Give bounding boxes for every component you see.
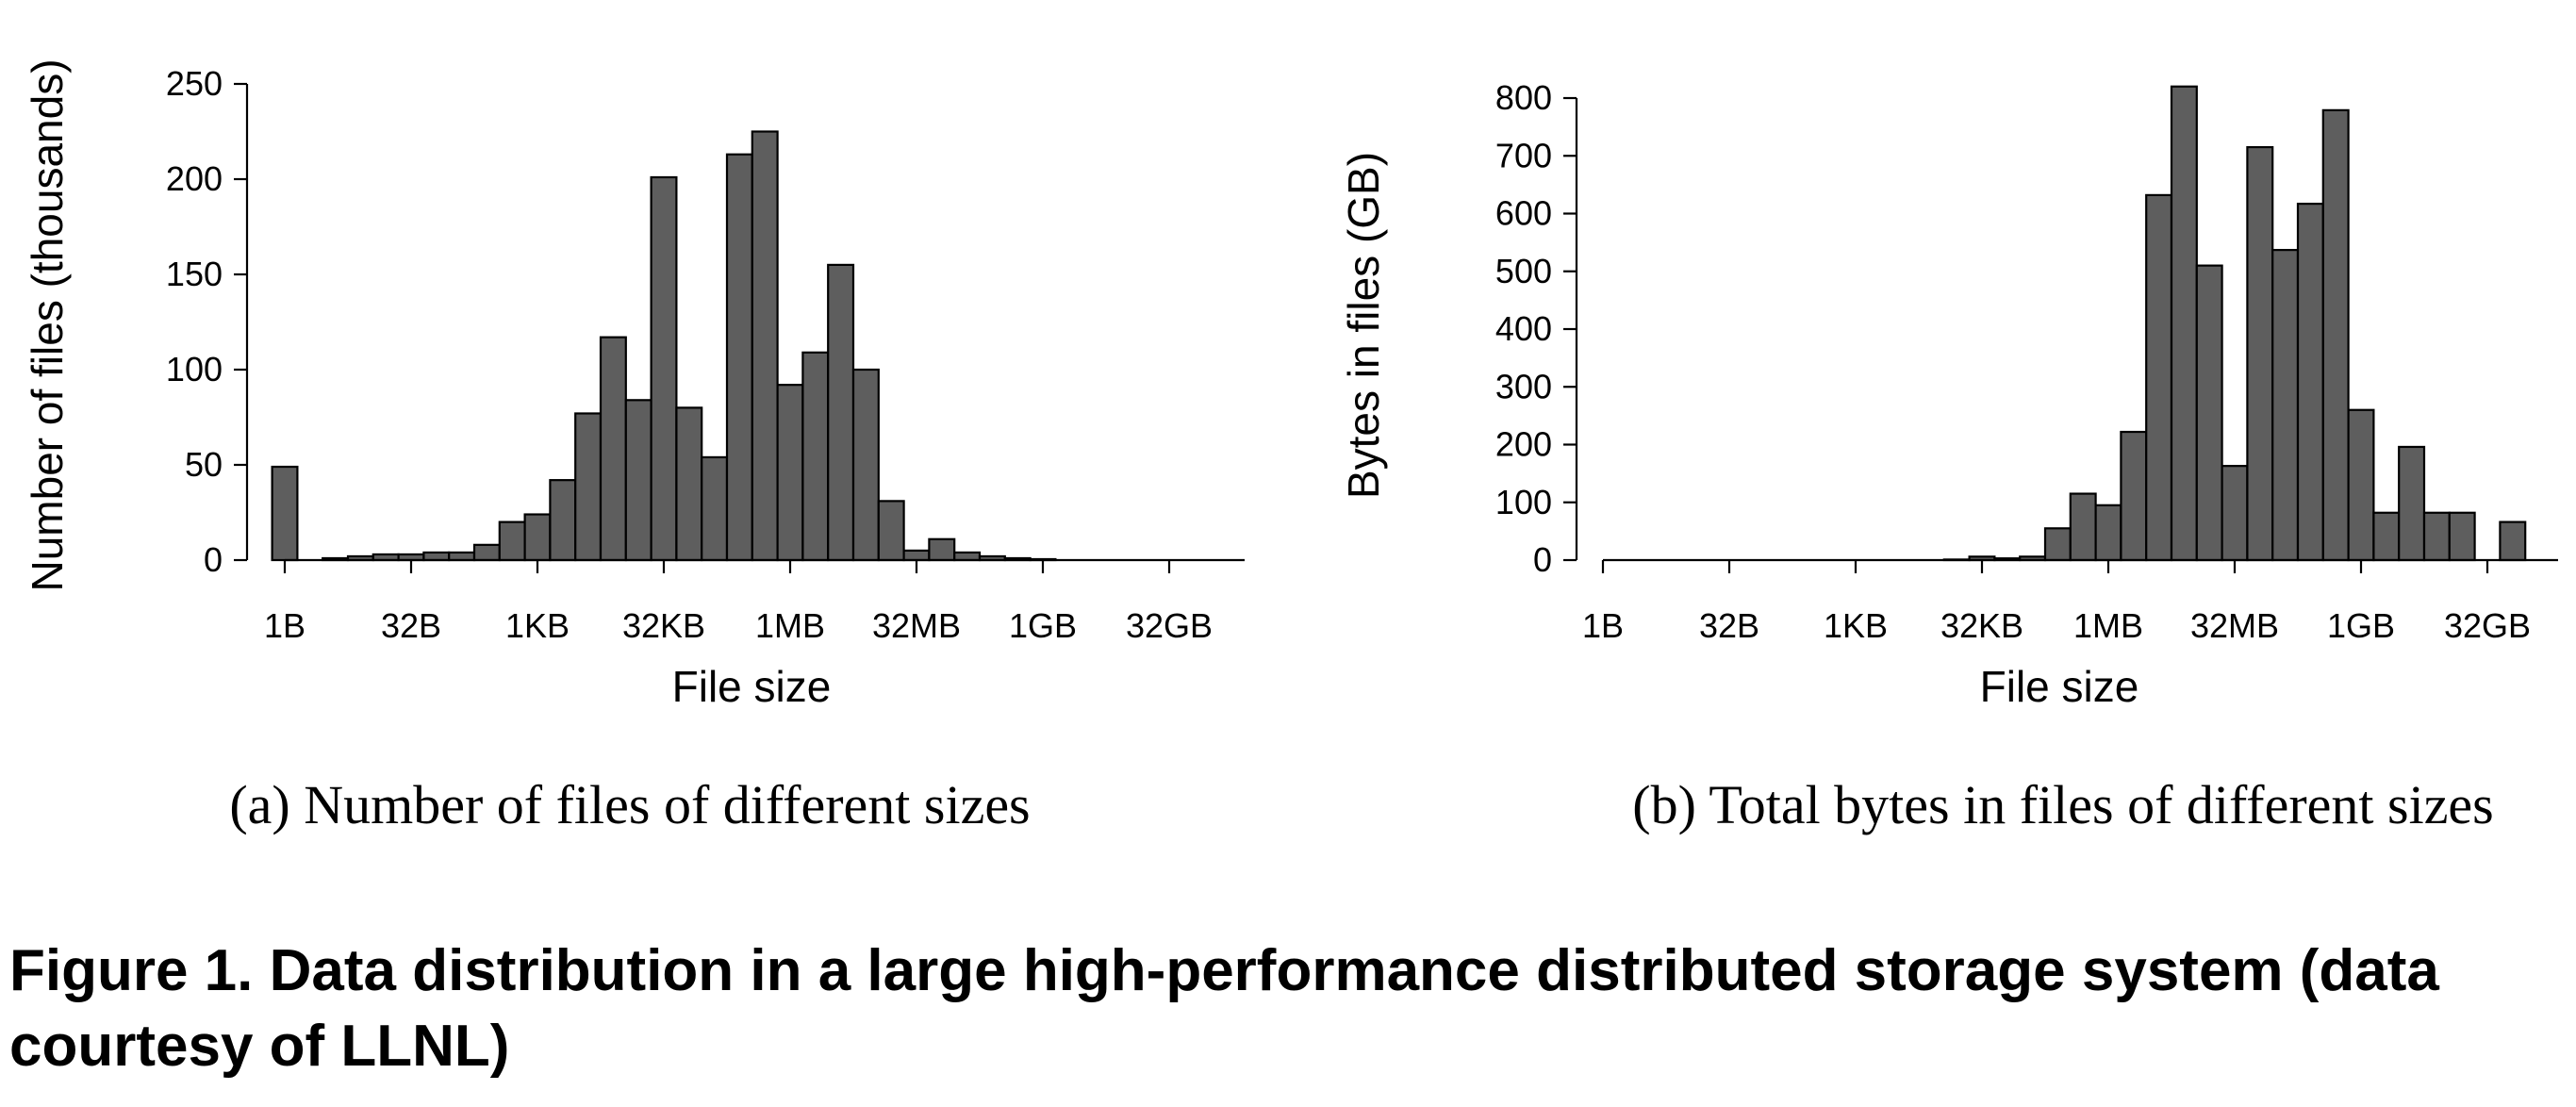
bar bbox=[472, 543, 501, 562]
bar bbox=[2246, 145, 2274, 562]
x-ticks-a: 1B 32B 1KB 32KB 1MB 32MB 1GB 32GB bbox=[264, 560, 1213, 645]
x-tick-label: 1B bbox=[1582, 606, 1624, 645]
y-axis-label-b: Bytes in files (GB) bbox=[1339, 152, 1388, 499]
x-axis-label-a: File size bbox=[672, 662, 832, 711]
bar bbox=[271, 465, 299, 562]
bar bbox=[2296, 202, 2324, 562]
bar bbox=[2499, 520, 2527, 562]
bar bbox=[2069, 492, 2097, 562]
y-tick-label: 0 bbox=[204, 540, 223, 579]
bar bbox=[2170, 85, 2198, 562]
bar bbox=[448, 551, 476, 562]
bar bbox=[599, 336, 627, 562]
x-tick-label: 32GB bbox=[1126, 606, 1213, 645]
bar bbox=[523, 513, 552, 562]
bar bbox=[2271, 248, 2300, 562]
x-tick-label: 32MB bbox=[872, 606, 961, 645]
y-tick-label: 100 bbox=[166, 350, 223, 388]
bar bbox=[2448, 511, 2476, 562]
bar bbox=[953, 551, 982, 562]
bar bbox=[650, 175, 678, 562]
chart-panel-a: 0 50 100 150 200 250 1B 32B 1KB 32KB 1MB 32MB 1GB 32… bbox=[23, 58, 1245, 835]
bar bbox=[2120, 430, 2148, 562]
bar bbox=[549, 479, 577, 562]
bar bbox=[928, 537, 956, 562]
x-tick-label: 1MB bbox=[2073, 606, 2143, 645]
chart-panel-b: 0 100 200 300 400 500 600 700 800 1B 32B 1KB 32KB 1M… bbox=[1339, 78, 2558, 835]
bar bbox=[2094, 504, 2122, 562]
bar bbox=[827, 263, 855, 562]
bar bbox=[574, 412, 603, 562]
bar bbox=[2195, 264, 2223, 562]
y-tick-label: 250 bbox=[166, 64, 223, 103]
bar bbox=[2372, 511, 2401, 562]
y-tick-label: 200 bbox=[1495, 425, 1552, 464]
bar bbox=[2221, 465, 2249, 562]
bar bbox=[701, 455, 729, 562]
y-axis-label-a: Number of files (thousands) bbox=[23, 58, 72, 591]
bar bbox=[2321, 108, 2350, 562]
bar bbox=[422, 551, 451, 562]
y-tick-label: 700 bbox=[1495, 136, 1552, 174]
caption-b: (b) Total bytes in files of different si… bbox=[1632, 774, 2494, 835]
bar bbox=[801, 351, 830, 562]
y-tick-label: 50 bbox=[185, 445, 223, 484]
x-tick-label: 1MB bbox=[755, 606, 825, 645]
x-tick-label: 32B bbox=[1699, 606, 1759, 645]
bar bbox=[2422, 511, 2451, 562]
bar bbox=[851, 368, 880, 562]
bar bbox=[902, 549, 931, 562]
y-tick-label: 400 bbox=[1495, 309, 1552, 348]
y-tick-label: 150 bbox=[166, 255, 223, 293]
y-ticks-a: 0 50 100 150 200 250 bbox=[166, 64, 247, 579]
bar bbox=[2043, 527, 2072, 562]
bar bbox=[751, 130, 779, 562]
bar bbox=[498, 520, 526, 562]
x-tick-label: 32GB bbox=[2444, 606, 2531, 645]
y-ticks-b: 0 100 200 300 400 500 600 700 800 bbox=[1495, 78, 1577, 579]
x-tick-label: 32KB bbox=[622, 606, 705, 645]
y-tick-label: 200 bbox=[166, 159, 223, 198]
figure-caption: Figure 1. Data distribution in a large h… bbox=[9, 938, 2439, 1079]
bar bbox=[2145, 193, 2173, 562]
x-ticks-b: 1B 32B 1KB 32KB 1MB 32MB 1GB 32GB bbox=[1582, 560, 2531, 645]
bar bbox=[675, 406, 703, 562]
y-tick-label: 300 bbox=[1495, 367, 1552, 405]
y-tick-label: 100 bbox=[1495, 483, 1552, 521]
bar bbox=[2398, 445, 2426, 562]
x-tick-label: 32KB bbox=[1940, 606, 2023, 645]
y-tick-label: 800 bbox=[1495, 78, 1552, 117]
y-tick-label: 500 bbox=[1495, 252, 1552, 290]
x-tick-label: 1GB bbox=[2327, 606, 2395, 645]
x-tick-label: 1KB bbox=[1824, 606, 1888, 645]
x-axis-label-b: File size bbox=[1980, 662, 2139, 711]
y-tick-label: 600 bbox=[1495, 194, 1552, 233]
bar bbox=[624, 399, 652, 562]
caption-a: (a) Number of files of different sizes bbox=[229, 774, 1030, 835]
bar bbox=[2347, 408, 2375, 562]
y-tick-label: 0 bbox=[1533, 540, 1552, 579]
bars-a bbox=[271, 130, 1057, 562]
bar bbox=[725, 153, 753, 562]
x-tick-label: 1GB bbox=[1009, 606, 1077, 645]
x-tick-label: 1B bbox=[264, 606, 305, 645]
bar bbox=[877, 500, 905, 562]
x-tick-label: 32MB bbox=[2190, 606, 2279, 645]
bar bbox=[776, 384, 804, 562]
x-tick-label: 1KB bbox=[505, 606, 570, 645]
bars-b bbox=[1942, 85, 2527, 562]
x-tick-label: 32B bbox=[381, 606, 441, 645]
